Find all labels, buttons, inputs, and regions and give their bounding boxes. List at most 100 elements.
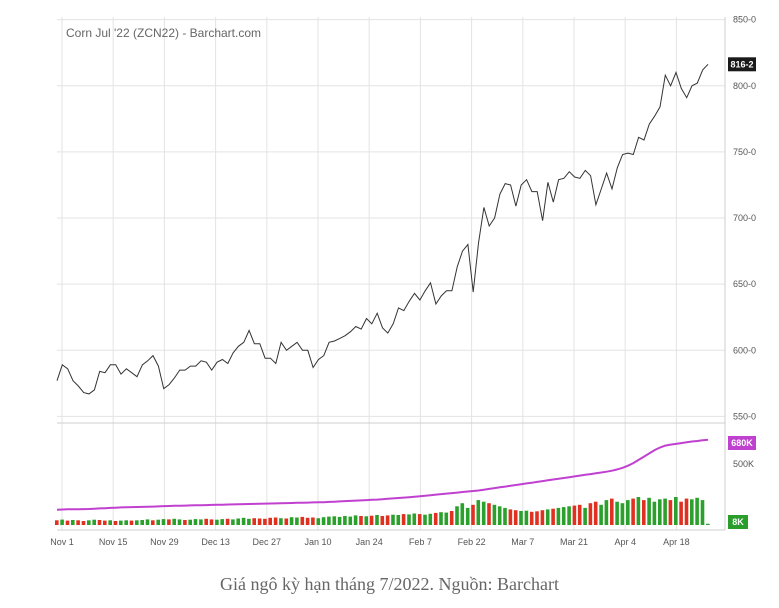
volume-bar [593, 501, 598, 525]
x-tick-label: Feb 7 [409, 537, 432, 547]
volume-bar [103, 520, 107, 525]
volume-bar [71, 520, 75, 525]
price-chart: Corn Jul '22 (ZCN22) - Barchart.com 850-… [50, 15, 756, 547]
price-tick-label: 700-0 [733, 213, 756, 223]
price-tick-label: 800-0 [733, 81, 756, 91]
volume-bar [364, 516, 369, 525]
x-axis: Nov 1 Nov 15 Nov 29 Dec 13 Dec 27 Jan 10 Jan 2… [50, 537, 689, 547]
volume-bar [124, 520, 128, 525]
volume-bar [177, 519, 182, 525]
volume-bar [401, 514, 406, 525]
volume-bar [385, 515, 390, 525]
volume-bar [145, 519, 150, 525]
volume-bar [188, 519, 192, 525]
volume-bar [508, 509, 513, 525]
volume-bar [161, 519, 166, 525]
volume-bar [247, 518, 251, 525]
volume-bar [620, 503, 625, 525]
volume-bar [252, 518, 256, 525]
volume-bar [375, 515, 379, 525]
volume-bar [55, 520, 59, 525]
volume-bar [636, 497, 641, 525]
volume-bar [626, 500, 630, 525]
price-tick-label: 850-0 [733, 15, 756, 25]
volume-bar [674, 497, 678, 525]
volume-bar [316, 518, 321, 525]
open-interest-badge: 680K [728, 436, 756, 450]
volume-badge: 8K [728, 515, 748, 529]
volume-bar [60, 519, 64, 525]
volume-label: 8K [732, 517, 744, 527]
volume-bar [492, 504, 497, 525]
volume-bar [540, 510, 545, 525]
volume-bar [321, 517, 326, 525]
x-tick-label: Jan 10 [304, 537, 331, 547]
volume-bar [519, 511, 523, 525]
volume-bar [108, 520, 112, 525]
volume-bar [209, 519, 214, 525]
volume-bar [204, 518, 208, 525]
volume-bar [199, 519, 203, 525]
volume-bar [487, 503, 491, 525]
price-tick-label: 650-0 [733, 279, 756, 289]
volume-bar [690, 499, 694, 525]
volume-bar [391, 514, 395, 525]
volume-bar [348, 516, 353, 525]
volume-bar [295, 517, 299, 525]
volume-bar [545, 509, 550, 525]
chart-title: Corn Jul '22 (ZCN22) - Barchart.com [66, 26, 261, 40]
volume-bar [535, 511, 539, 525]
volume-bar [380, 516, 385, 525]
last-price-badge: 816-2 [728, 57, 756, 72]
volume-bar [551, 508, 555, 525]
volume-bar [412, 513, 417, 525]
open-interest-label: 680K [731, 438, 753, 448]
volume-bar [327, 516, 331, 525]
volume-bar [97, 520, 102, 525]
volume-bar [583, 507, 587, 525]
volume-bar [455, 506, 459, 525]
last-price-label: 816-2 [730, 59, 753, 69]
volume-bar [225, 518, 230, 525]
x-tick-label: Feb 22 [458, 537, 486, 547]
x-tick-label: Apr 18 [663, 537, 690, 547]
volume-bar [497, 506, 502, 525]
volume-bar [300, 516, 305, 525]
volume-bar [439, 512, 443, 525]
x-tick-label: Nov 1 [50, 537, 74, 547]
volume-bar [76, 520, 80, 525]
volume-bar [684, 498, 689, 525]
volume-bar [647, 497, 651, 525]
x-tick-label: Apr 4 [614, 537, 636, 547]
volume-bar [471, 504, 475, 525]
volume-bar [257, 518, 262, 525]
volume-bar [279, 518, 283, 525]
volume-bar [556, 507, 561, 525]
volume-bar [183, 520, 187, 525]
x-tick-label: Nov 15 [99, 537, 128, 547]
volume-bar [599, 504, 603, 525]
volume-bar [663, 498, 667, 525]
volume-bar [151, 520, 155, 525]
price-panel [57, 17, 725, 423]
x-tick-label: Dec 13 [201, 537, 230, 547]
volume-bar [679, 501, 683, 525]
volume-bar [695, 497, 699, 525]
volume-bar [268, 517, 272, 525]
volume-bar [465, 507, 470, 525]
volume-bar [407, 514, 411, 525]
price-tick-label: 750-0 [733, 147, 756, 157]
volume-bar [92, 519, 96, 525]
volume-bar [231, 519, 235, 525]
volume-bar [359, 516, 363, 525]
volume-bar [460, 503, 465, 525]
volume-bar [604, 500, 609, 525]
volume-bar [588, 503, 593, 525]
volume-bar [353, 515, 358, 525]
volume-bar [369, 515, 374, 525]
x-tick-label: Jan 24 [356, 537, 383, 547]
x-tick-label: Dec 27 [253, 537, 282, 547]
volume-bar [561, 507, 566, 525]
volume-bar [567, 506, 571, 525]
volume-bar [423, 514, 427, 525]
